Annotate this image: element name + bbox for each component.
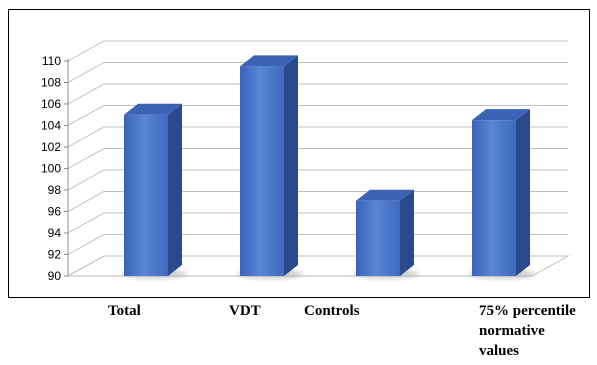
bar [469,109,535,279]
x-tick-label: Total [108,303,141,319]
bar-chart: 90 92 94 96 98 100 102 104 106 108 110 [41,40,570,283]
y-tick-label: 94 [48,226,62,240]
y-tick-label: 102 [41,140,61,154]
gridline [67,62,568,83]
bars [121,55,535,279]
gridline [67,126,568,148]
y-tick-label: 106 [41,97,61,111]
y-tick-label: 98 [48,183,62,197]
y-tick-label: 92 [48,248,62,262]
bar [121,103,187,279]
y-tick-label: 108 [41,76,61,90]
gridline [67,83,568,105]
gridline [67,169,568,191]
y-tick-label: 90 [48,269,62,283]
x-tick-label: Controls [304,303,360,319]
y-tick-label: 104 [41,119,61,133]
y-axis: 90 92 94 96 98 100 102 104 106 108 110 [41,54,69,283]
x-tick-label: VDT [229,303,261,319]
x-tick-label: 75% percentile normative values [479,303,576,359]
gridline [67,105,568,126]
y-tick-label: 96 [48,205,62,219]
bar [237,55,303,279]
bar [353,189,419,279]
y-tick-label: 110 [42,54,61,68]
gridline [67,148,568,169]
y-tick-label: 100 [41,162,61,176]
gridline [67,40,568,62]
